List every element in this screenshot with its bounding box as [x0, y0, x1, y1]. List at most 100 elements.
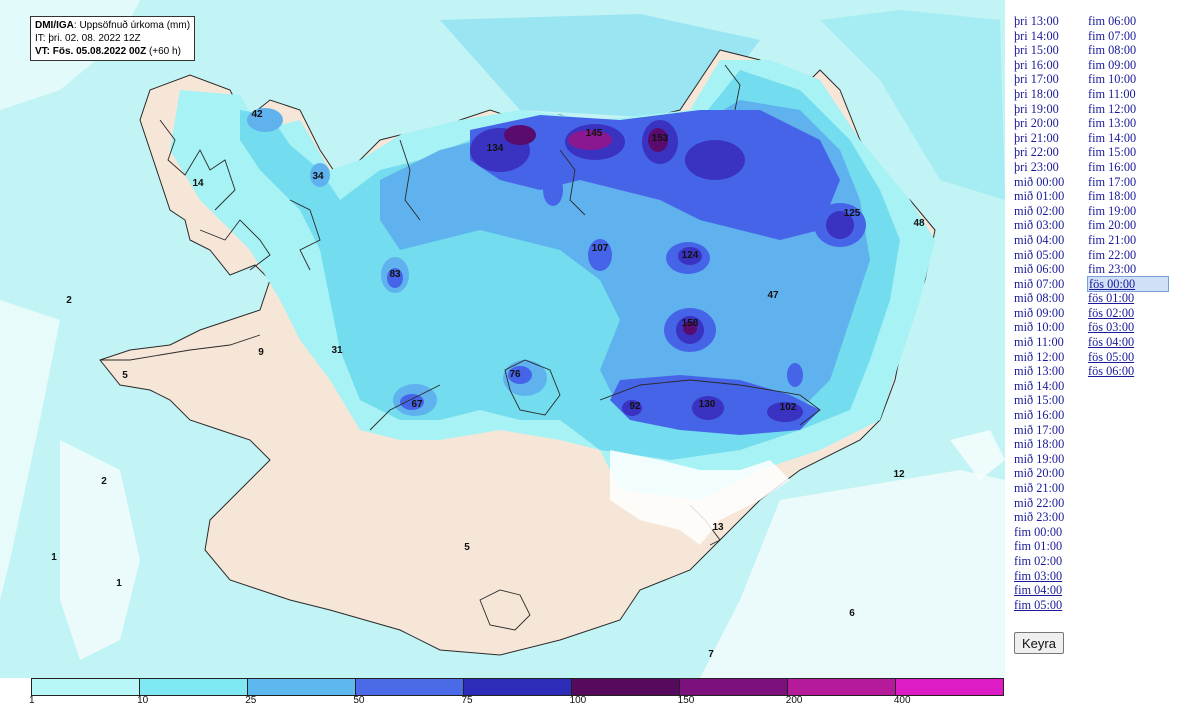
time-option[interactable]: fim 07:00 [1088, 28, 1137, 43]
time-option[interactable]: mið 12:00 [1014, 349, 1065, 364]
time-option[interactable]: fös 01:00 [1088, 291, 1135, 306]
time-option[interactable]: þri 18:00 [1014, 86, 1059, 101]
legend-threshold: 150 [677, 695, 695, 706]
time-option[interactable]: mið 17:00 [1014, 422, 1065, 437]
time-option[interactable]: fim 08:00 [1088, 43, 1137, 58]
point-value: 2 [66, 295, 72, 306]
time-option[interactable]: fös 04:00 [1088, 335, 1135, 350]
point-value: 102 [780, 402, 797, 413]
time-option[interactable]: mið 21:00 [1014, 481, 1065, 495]
legend-threshold: 75 [461, 695, 473, 706]
time-option[interactable]: mið 10:00 [1014, 320, 1065, 335]
time-option[interactable]: þri 20:00 [1014, 116, 1059, 131]
point-value: 83 [389, 269, 401, 280]
time-option[interactable]: fim 05:00 [1014, 597, 1063, 612]
time-option[interactable]: mið 11:00 [1014, 335, 1064, 350]
time-option[interactable]: fim 01:00 [1014, 539, 1063, 554]
legend-swatch [464, 679, 572, 695]
precip-level-100 [504, 125, 697, 335]
source-label: DMI/IGA [35, 20, 74, 31]
time-option[interactable]: fös 03:00 [1088, 320, 1135, 335]
time-option[interactable]: fim 20:00 [1088, 218, 1137, 233]
time-option[interactable]: fim 12:00 [1088, 101, 1137, 116]
point-value: 2 [101, 476, 107, 487]
time-option[interactable]: fim 15:00 [1088, 145, 1137, 160]
time-option[interactable]: mið 14:00 [1014, 378, 1065, 393]
time-option[interactable]: fim 04:00 [1014, 583, 1063, 598]
time-option[interactable]: fim 17:00 [1088, 174, 1137, 189]
time-option[interactable]: mið 07:00 [1014, 276, 1065, 291]
run-button[interactable]: Keyra [1014, 632, 1064, 654]
valid-time: VT: Fös. 05.08.2022 00Z [35, 46, 147, 57]
time-option[interactable]: þri 17:00 [1014, 72, 1059, 87]
legend-swatch [896, 679, 1003, 695]
point-value: 76 [509, 369, 521, 380]
time-option[interactable]: mið 19:00 [1014, 451, 1065, 466]
time-option[interactable]: mið 05:00 [1014, 247, 1065, 262]
time-option[interactable]: þri 23:00 [1014, 159, 1059, 174]
time-option[interactable]: mið 00:00 [1014, 174, 1065, 189]
time-option[interactable]: fim 14:00 [1088, 130, 1137, 145]
time-option[interactable]: mið 13:00 [1014, 364, 1065, 379]
time-option[interactable]: þri 14:00 [1014, 28, 1059, 43]
issue-time: IT: þri. 02. 08. 2022 12Z [35, 33, 141, 44]
time-option[interactable]: fim 00:00 [1014, 524, 1063, 539]
point-value: 47 [767, 290, 779, 301]
legend-swatch [788, 679, 896, 695]
legend-threshold: 10 [137, 695, 149, 706]
point-value: 48 [913, 218, 925, 229]
time-option[interactable]: þri 15:00 [1014, 43, 1059, 58]
point-value: 5 [122, 370, 128, 381]
time-option[interactable]: fös 05:00 [1088, 349, 1135, 364]
time-option[interactable]: fös 00:00 [1087, 275, 1169, 293]
time-option[interactable]: fim 02:00 [1014, 553, 1063, 568]
time-option[interactable]: fim 10:00 [1088, 72, 1137, 87]
time-option[interactable]: fim 06:00 [1088, 14, 1137, 28]
time-option[interactable]: fim 22:00 [1088, 247, 1137, 262]
point-value: 124 [682, 250, 699, 261]
time-option[interactable]: mið 15:00 [1014, 393, 1065, 408]
time-option[interactable]: mið 02:00 [1014, 203, 1065, 218]
time-option[interactable]: mið 18:00 [1014, 437, 1065, 452]
time-option[interactable]: mið 06:00 [1014, 262, 1065, 277]
time-option[interactable]: mið 16:00 [1014, 408, 1065, 423]
legend-threshold: 200 [785, 695, 803, 706]
legend-threshold: 1 [29, 695, 35, 706]
time-option[interactable]: fim 16:00 [1088, 159, 1137, 174]
time-option[interactable]: fim 19:00 [1088, 203, 1137, 218]
time-option[interactable]: fim 18:00 [1088, 189, 1137, 204]
time-option[interactable]: mið 09:00 [1014, 305, 1065, 320]
time-option[interactable]: fim 09:00 [1088, 57, 1137, 72]
time-option[interactable]: þri 16:00 [1014, 57, 1059, 72]
time-option[interactable]: þri 22:00 [1014, 145, 1059, 160]
time-option[interactable]: fim 13:00 [1088, 116, 1137, 131]
time-option[interactable]: fim 23:00 [1088, 262, 1137, 277]
time-option[interactable]: þri 13:00 [1014, 14, 1059, 28]
time-option[interactable]: fim 11:00 [1088, 86, 1136, 101]
coastline-detail [100, 64, 821, 631]
point-value: 1 [51, 552, 57, 563]
time-option[interactable]: þri 21:00 [1014, 130, 1059, 145]
point-value: 67 [411, 399, 423, 410]
time-option[interactable]: mið 08:00 [1014, 291, 1065, 306]
time-option[interactable]: fös 06:00 [1088, 364, 1135, 379]
time-option[interactable]: fös 02:00 [1088, 305, 1135, 320]
time-option[interactable]: mið 22:00 [1014, 495, 1065, 510]
legend-swatch [140, 679, 248, 695]
legend-labels: 1 10 25 50 75 100 150 200 400 [29, 695, 1004, 709]
legend-swatch [572, 679, 680, 695]
time-option[interactable]: mið 23:00 [1014, 510, 1065, 525]
legend-swatch [680, 679, 788, 695]
time-option[interactable]: mið 03:00 [1014, 218, 1065, 233]
time-option[interactable]: mið 01:00 [1014, 189, 1065, 204]
legend-threshold: 400 [893, 695, 911, 706]
point-value: 125 [844, 208, 861, 219]
time-option[interactable]: fim 21:00 [1088, 232, 1137, 247]
point-value: 9 [258, 347, 264, 358]
time-option[interactable]: mið 20:00 [1014, 466, 1065, 481]
time-option[interactable]: mið 04:00 [1014, 232, 1065, 247]
time-option[interactable]: þri 19:00 [1014, 101, 1059, 116]
time-option[interactable]: fim 03:00 [1014, 568, 1063, 583]
low-precip-patches [610, 450, 790, 545]
